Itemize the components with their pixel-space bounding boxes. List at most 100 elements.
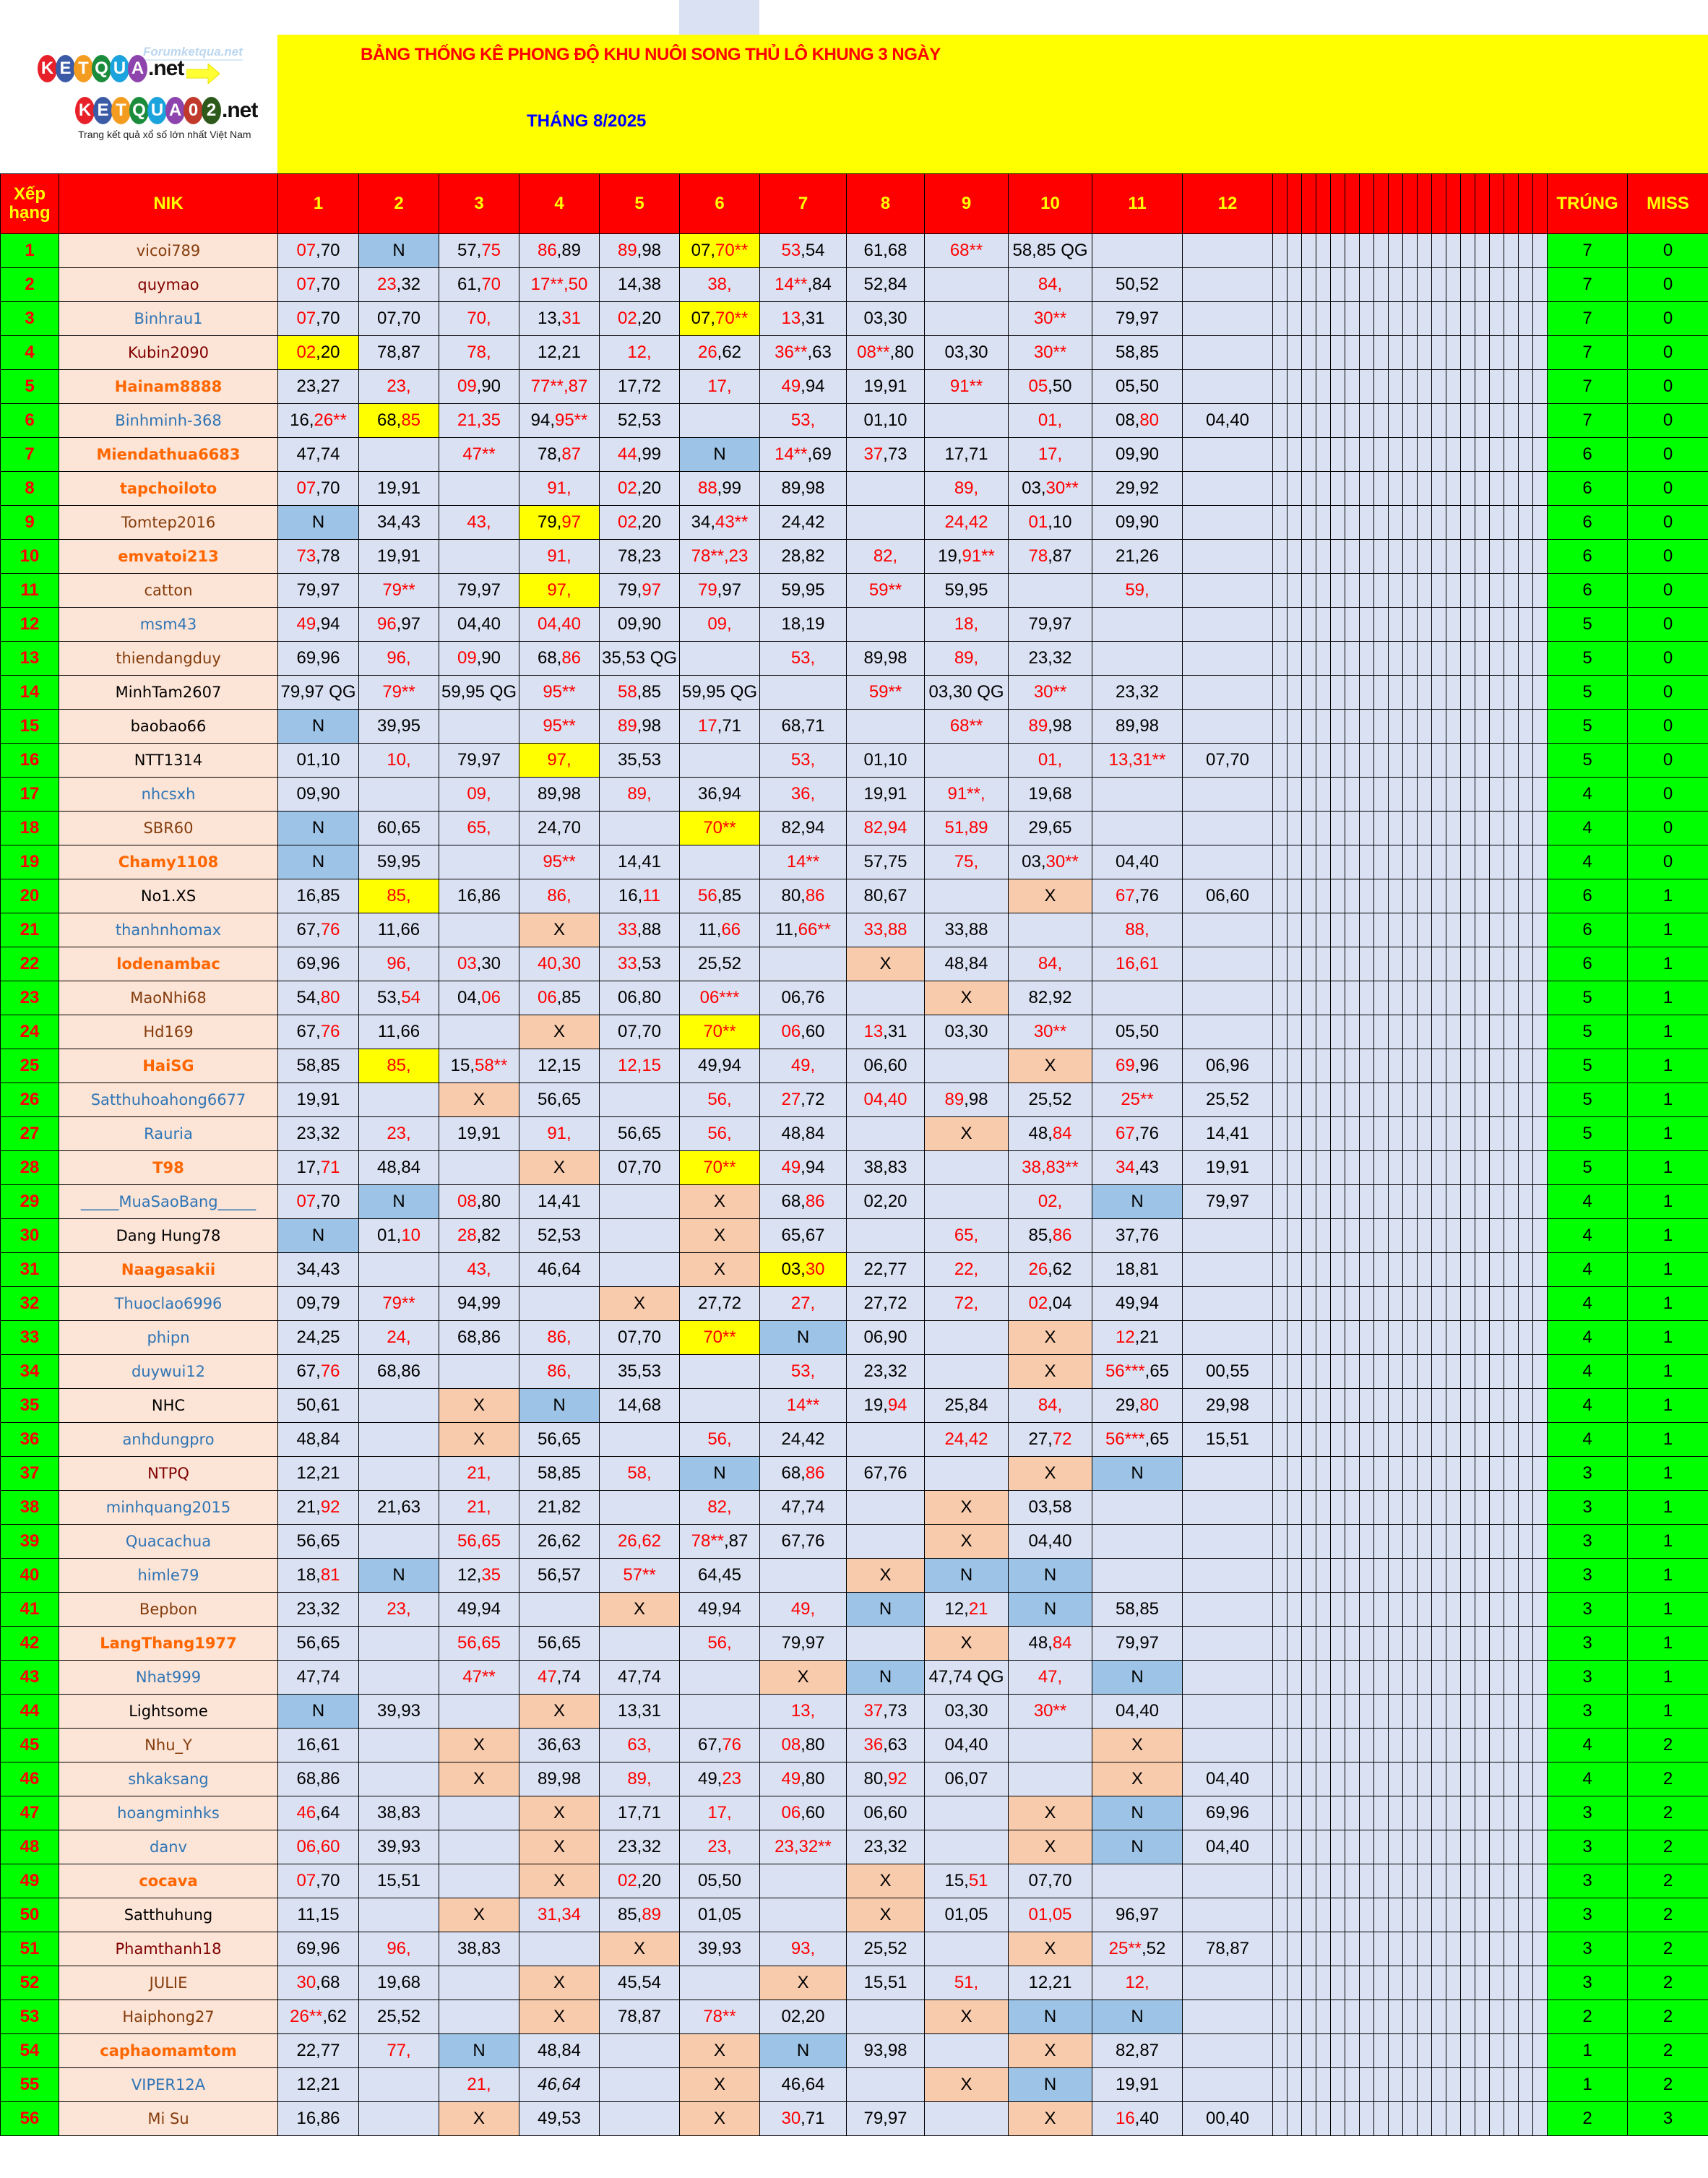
nik-cell[interactable]: Lightsome [59, 1694, 278, 1729]
day-1-cell: 12,21 [277, 1456, 359, 1491]
empty-cell [1272, 1966, 1288, 2000]
nik-cell[interactable]: Tomtep2016 [59, 505, 278, 540]
empty-cell [1301, 879, 1316, 913]
pick-value: 06,60 [1205, 886, 1250, 905]
nik-cell[interactable]: Bepbon [59, 1592, 278, 1627]
nik-cell[interactable]: minhquang2015 [59, 1490, 278, 1525]
nik-cell[interactable]: Thuoclao6996 [59, 1286, 278, 1321]
hit-value: 21, [467, 2075, 491, 2094]
nik-cell[interactable]: baobao66 [59, 709, 278, 744]
nik-cell[interactable]: tapchoiloto [59, 471, 278, 506]
empty-cell [1388, 1830, 1403, 1864]
nik-cell[interactable]: Nhu_Y [59, 1728, 278, 1762]
pick-value-with-hit: 07,70 [296, 241, 340, 260]
nik-cell[interactable]: Binhminh-368 [59, 403, 278, 438]
nik-cell[interactable]: Kubin2090 [59, 335, 278, 370]
nik-cell[interactable]: Chamy1108 [59, 845, 278, 879]
nik-cell[interactable]: shkaksang [59, 1762, 278, 1796]
nik-cell[interactable]: HaiSG [59, 1049, 278, 1083]
nik-cell[interactable]: VIPER12A [59, 2067, 278, 2102]
day-7-cell: 59,95 [759, 573, 847, 608]
day-8-cell: 61,68 [846, 233, 925, 268]
empty-cell [1301, 267, 1316, 302]
nik-cell[interactable]: hoangminhks [59, 1796, 278, 1830]
day-2-cell: 19,91 [358, 539, 439, 574]
nik-cell[interactable]: MinhTam2607 [59, 675, 278, 710]
nik-cell[interactable]: nhcsxh [59, 777, 278, 812]
empty-cell [1287, 1966, 1302, 2000]
nik-cell[interactable]: _____MuaSaoBang_____ [59, 1184, 278, 1219]
empty-cell [1518, 675, 1533, 710]
nik-cell[interactable]: Rauria [59, 1116, 278, 1151]
nik-cell[interactable]: Naagasakii [59, 1252, 278, 1287]
miss-marker: X [1044, 1327, 1056, 1347]
pick-value: 04,40 [1028, 1531, 1072, 1551]
miss-marker: X [797, 1973, 809, 1992]
nik-cell[interactable]: thiendangduy [59, 641, 278, 676]
nik-cell[interactable]: LangThang1977 [59, 1626, 278, 1661]
nik-cell[interactable]: Dang Hung78 [59, 1218, 278, 1253]
nik-cell[interactable]: NTT1314 [59, 743, 278, 778]
nik-cell[interactable]: SBR60 [59, 811, 278, 845]
nik-cell[interactable]: Satthuhoahong6677 [59, 1082, 278, 1117]
empty-cell [1345, 1320, 1360, 1355]
empty-cell [1402, 1762, 1418, 1796]
miss-count: 2 [1627, 2033, 1708, 2068]
day-10-cell: X [1008, 1049, 1092, 1083]
day-2-cell: 24, [358, 1320, 439, 1355]
rank-cell: 28 [0, 1150, 59, 1185]
nik-cell[interactable]: caphaomamtom [59, 2033, 278, 2068]
nik-cell[interactable]: Hd169 [59, 1015, 278, 1049]
nik-cell[interactable]: Phamthanh18 [59, 1932, 278, 1966]
nik-cell[interactable]: duywui12 [59, 1354, 278, 1389]
miss-count: 0 [1627, 335, 1708, 370]
nik-cell[interactable]: MaoNhi68 [59, 981, 278, 1015]
empty-cell [1373, 2101, 1389, 2136]
nik-cell[interactable]: Satthuhung [59, 1898, 278, 1932]
pick-value-with-hit: 02,20 [617, 1871, 662, 1890]
nik-cell[interactable]: NHC [59, 1388, 278, 1423]
nik-cell[interactable]: cocava [59, 1864, 278, 1898]
nik-cell[interactable]: himle79 [59, 1558, 278, 1593]
empty-cell [1287, 1150, 1302, 1185]
empty-cell [1417, 1422, 1432, 1457]
nik-cell[interactable]: thanhnhomax [59, 913, 278, 947]
empty-cell [1504, 743, 1519, 778]
nik-cell[interactable]: Miendathua6683 [59, 437, 278, 472]
day-5-cell: 35,53 [599, 743, 680, 778]
nik-cell[interactable]: Quacachua [59, 1524, 278, 1559]
hit-value: 25** [1121, 1090, 1154, 1109]
nik-cell[interactable]: lodenambac [59, 947, 278, 981]
day-3-cell [439, 1694, 519, 1729]
nik-cell[interactable]: phipn [59, 1320, 278, 1355]
nik-cell[interactable]: vicoi789 [59, 233, 278, 268]
nik-name: caphaomamtom [100, 2042, 237, 2059]
empty-cell [1518, 403, 1533, 438]
nik-cell[interactable]: Hainam8888 [59, 369, 278, 404]
pick-value-with-hit: 67,76 [296, 1361, 340, 1381]
nik-cell[interactable]: msm43 [59, 607, 278, 642]
nik-cell[interactable]: No1.XS [59, 879, 278, 913]
empty-cell [1402, 1490, 1418, 1525]
empty-cell [1460, 811, 1475, 845]
nik-cell[interactable]: T98 [59, 1150, 278, 1185]
empty-cell [1518, 1218, 1533, 1253]
nik-cell[interactable]: NTPQ [59, 1456, 278, 1491]
nik-cell[interactable]: Binhrau1 [59, 301, 278, 336]
nik-cell[interactable]: quymao [59, 267, 278, 302]
nik-cell[interactable]: Mi Su [59, 2101, 278, 2136]
empty-cell [1301, 505, 1316, 540]
empty-cell [1460, 777, 1475, 812]
pick-value: 19,91 [376, 546, 421, 566]
nik-cell[interactable]: catton [59, 573, 278, 608]
nik-cell[interactable]: Nhat999 [59, 1660, 278, 1695]
nik-cell[interactable]: Haiphong27 [59, 2000, 278, 2034]
nik-cell[interactable]: danv [59, 1830, 278, 1864]
empty-cell [1388, 1184, 1403, 1219]
nik-cell[interactable]: emvatoi213 [59, 539, 278, 574]
nik-cell[interactable]: JULIE [59, 1966, 278, 2000]
empty-cell [1518, 709, 1533, 744]
day-5-cell: 52,53 [599, 403, 680, 438]
nik-cell[interactable]: anhdungpro [59, 1422, 278, 1457]
pick-value: 07,70 [617, 1158, 662, 1177]
